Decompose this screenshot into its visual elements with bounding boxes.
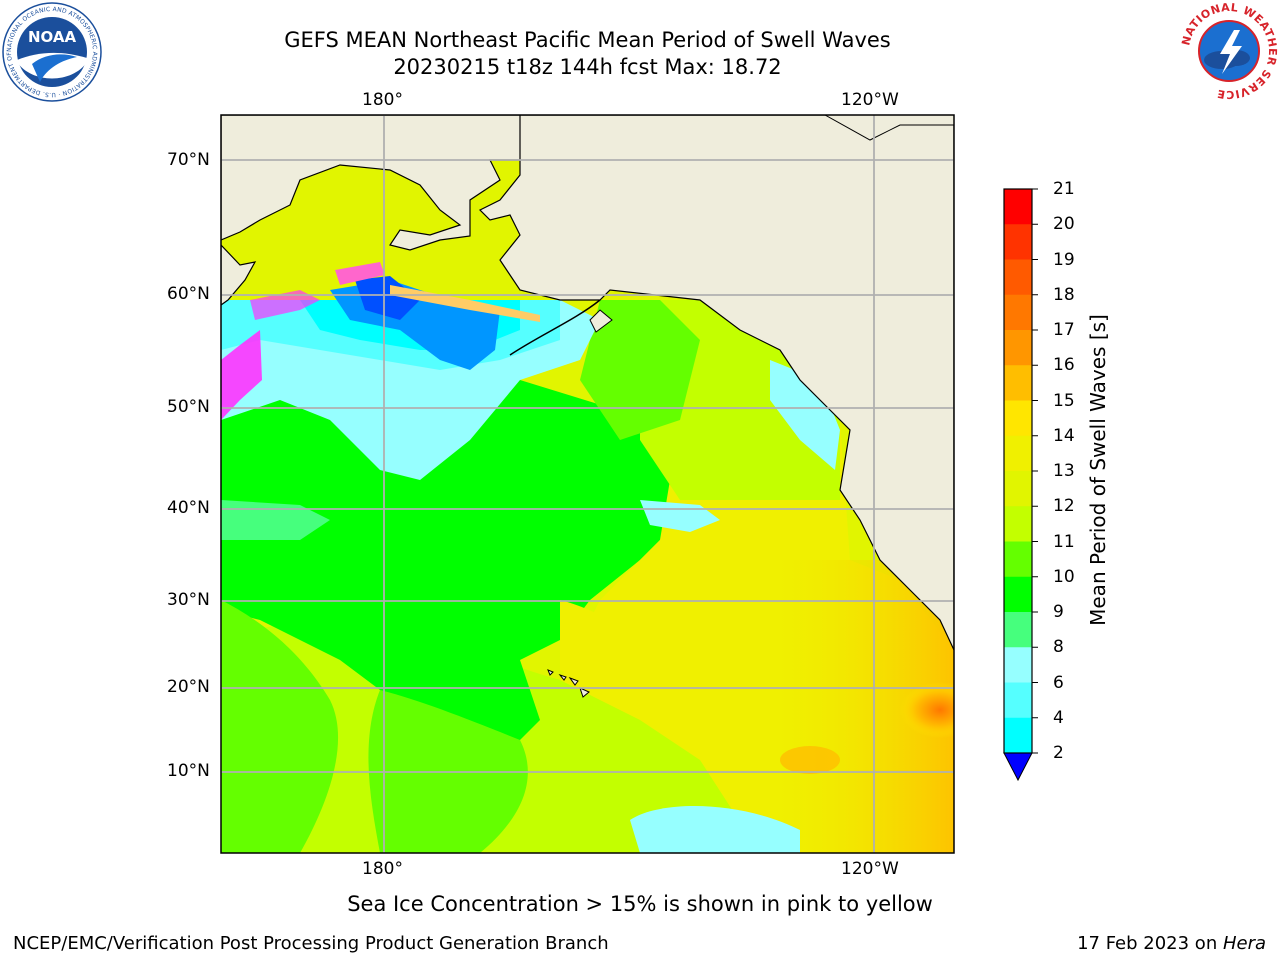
colorbar-cell bbox=[1004, 717, 1032, 754]
colorbar-cell bbox=[1004, 541, 1032, 578]
colorbar-tick-label: 4 bbox=[1053, 707, 1064, 728]
colorbar-label: Mean Period of Swell Waves [s] bbox=[1086, 314, 1110, 626]
noaa-logo-text: NOAA bbox=[28, 28, 77, 46]
colorbar-cell bbox=[1004, 365, 1032, 401]
colorbar-tick-label: 2 bbox=[1053, 743, 1064, 763]
map-subtitle: 20230215 t18z 144h fcst Max: 18.72 bbox=[393, 55, 782, 79]
colorbar-cell bbox=[1004, 189, 1032, 225]
colorbar-cell bbox=[1004, 647, 1032, 683]
lat-label: 60°N bbox=[167, 284, 210, 304]
bottom-lon-label: 120°W bbox=[841, 859, 899, 879]
sea-ice-note: Sea Ice Concentration > 15% is shown in … bbox=[347, 892, 933, 916]
lat-label: 20°N bbox=[167, 677, 210, 697]
colorbar-tick-label: 15 bbox=[1053, 390, 1075, 411]
colorbar-tick-label: 9 bbox=[1053, 602, 1064, 622]
colorbar-cell bbox=[1004, 682, 1032, 719]
colorbar-tick-label: 17 bbox=[1053, 320, 1075, 340]
lat-label: 50°N bbox=[167, 397, 210, 417]
colorbar-cell bbox=[1004, 400, 1032, 437]
lat-label: 70°N bbox=[167, 150, 210, 170]
top-lon-label: 180° bbox=[362, 90, 403, 110]
colorbar-cell bbox=[1004, 330, 1032, 366]
colorbar-tick-label: 19 bbox=[1053, 249, 1075, 270]
lat-label: 30°N bbox=[167, 590, 210, 610]
colorbar-tick-label: 10 bbox=[1053, 566, 1075, 587]
colorbar-cell bbox=[1004, 506, 1032, 542]
colorbar-tick-label: 21 bbox=[1053, 179, 1075, 199]
lat-label: 40°N bbox=[167, 498, 210, 518]
footer-credit: NCEP/EMC/Verification Post Processing Pr… bbox=[13, 933, 609, 954]
footer-date-text: 17 Feb 2023 on bbox=[1077, 933, 1223, 954]
colorbar-cell bbox=[1004, 259, 1032, 296]
colorbar-tick-label: 16 bbox=[1053, 355, 1075, 376]
colorbar bbox=[1003, 188, 1038, 782]
colorbar-cell bbox=[1004, 224, 1032, 260]
colorbar-tick-label: 14 bbox=[1053, 425, 1075, 446]
colorbar-tick-label: 8 bbox=[1053, 637, 1064, 658]
noaa-logo: NATIONAL OCEANIC AND ATMOSPHERIC ADMINIS… bbox=[0, 0, 102, 102]
lat-label: 10°N bbox=[167, 761, 210, 781]
colorbar-tick-label: 12 bbox=[1053, 496, 1075, 517]
map-title: GEFS MEAN Northeast Pacific Mean Period … bbox=[284, 28, 891, 52]
colorbar-cell bbox=[1004, 576, 1032, 613]
top-lon-label: 120°W bbox=[841, 90, 899, 110]
colorbar-tick-label: 6 bbox=[1053, 672, 1064, 693]
colorbar-tick-label: 20 bbox=[1053, 214, 1075, 235]
colorbar-cell bbox=[1004, 471, 1032, 507]
colorbar-tick-label: 11 bbox=[1053, 531, 1075, 552]
colorbar-cell bbox=[1004, 612, 1032, 648]
footer-host: Hera bbox=[1222, 933, 1266, 954]
colorbar-cell bbox=[1004, 294, 1032, 331]
colorbar-tick-label: 13 bbox=[1053, 461, 1075, 481]
nws-logo: NATIONAL WEATHER SERVICE bbox=[1179, 1, 1278, 101]
footer-date: 17 Feb 2023 on Hera bbox=[1077, 933, 1266, 955]
colorbar-tick-label: 18 bbox=[1053, 284, 1075, 305]
bottom-lon-label: 180° bbox=[362, 859, 403, 879]
colorbar-cell bbox=[1004, 435, 1032, 472]
